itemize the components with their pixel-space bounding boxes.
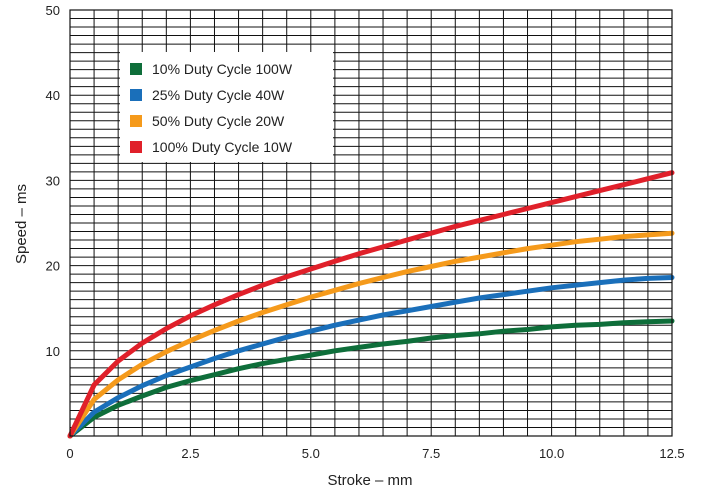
y-tick-label: 50 <box>46 3 60 18</box>
series-line <box>67 230 675 439</box>
series-lines <box>67 170 675 439</box>
legend-box <box>120 52 333 162</box>
y-tick-label: 40 <box>46 88 60 103</box>
x-axis-title: Stroke – mm <box>327 472 412 489</box>
plot-frame <box>69 9 673 437</box>
x-tick-label: 12.5 <box>659 446 684 461</box>
legend-swatch <box>130 89 142 101</box>
legend-swatch <box>130 115 142 127</box>
axes: 0 2.5 5.0 7.5 10.0 12.5 10 20 30 40 50 <box>46 3 685 461</box>
series-line <box>67 275 675 439</box>
legend-label: 10% Duty Cycle 100W <box>152 61 293 77</box>
legend-label: 50% Duty Cycle 20W <box>152 113 285 129</box>
legend-label: 25% Duty Cycle 40W <box>152 87 285 103</box>
legend-swatch <box>130 63 142 75</box>
legend: 10% Duty Cycle 100W 25% Duty Cycle 40W 50%… <box>120 52 333 162</box>
series-line <box>67 318 675 439</box>
y-tick-label: 30 <box>46 173 60 188</box>
x-tick-label: 10.0 <box>539 446 564 461</box>
legend-label: 100% Duty Cycle 10W <box>152 139 293 155</box>
x-tick-label: 0 <box>66 446 73 461</box>
x-tick-label: 7.5 <box>422 446 440 461</box>
series-line <box>67 170 675 439</box>
y-tick-label: 10 <box>46 344 60 359</box>
x-tick-label: 5.0 <box>302 446 320 461</box>
x-tick-label: 2.5 <box>181 446 199 461</box>
legend-swatch <box>130 141 142 153</box>
y-axis-title: Speed – ms <box>13 184 30 264</box>
y-tick-label: 20 <box>46 259 60 274</box>
